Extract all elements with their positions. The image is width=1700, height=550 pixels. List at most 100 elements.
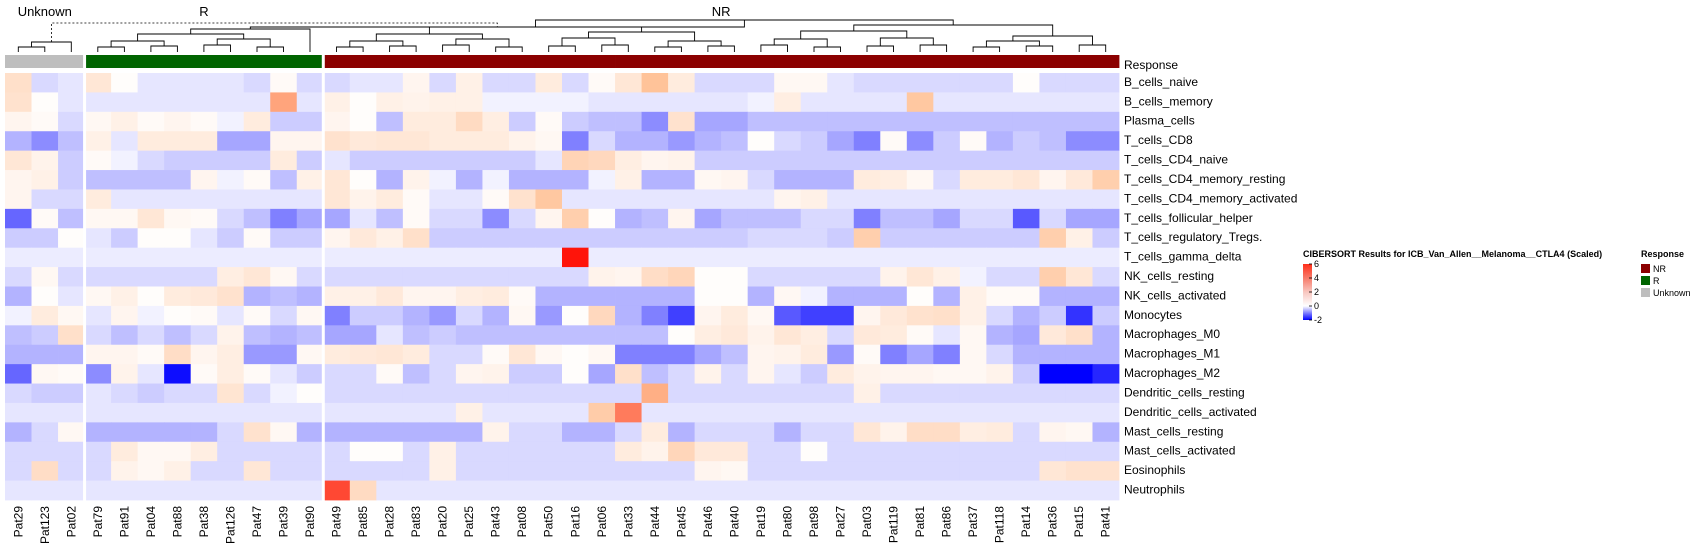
heatmap-cell	[5, 170, 32, 190]
heatmap-cell	[1065, 247, 1093, 268]
row-label: NK_cells_activated	[1124, 288, 1226, 302]
heatmap-cell	[508, 247, 536, 268]
heatmap-cell	[31, 402, 59, 423]
heatmap-cell	[455, 305, 483, 326]
dendrogram-link	[853, 24, 1054, 36]
heatmap-cell	[959, 286, 987, 307]
heatmap-cell	[190, 131, 218, 152]
response-annotation-cell	[270, 55, 298, 68]
heatmap-cell	[1092, 73, 1120, 93]
heatmap-cell	[296, 461, 324, 481]
heatmap-cell	[84, 480, 112, 501]
heatmap-cell	[349, 480, 377, 501]
heatmap-cell	[270, 422, 298, 443]
heatmap-cell	[296, 422, 324, 443]
heatmap-cell	[1065, 189, 1093, 210]
heatmap-cell	[58, 150, 85, 171]
heatmap-cell	[774, 189, 802, 210]
response-legend-label: Unknown	[1653, 288, 1691, 298]
heatmap-cell	[164, 131, 192, 152]
heatmap-cell	[270, 111, 298, 132]
heatmap-cell	[615, 150, 642, 171]
heatmap-cell	[615, 170, 642, 190]
heatmap-cell	[986, 150, 1014, 171]
heatmap-cell	[959, 480, 987, 501]
dendrogram-link	[773, 38, 828, 47]
heatmap-cell	[190, 267, 218, 287]
column-label: Pat43	[489, 506, 503, 538]
heatmap-cell	[668, 111, 696, 132]
heatmap-cell	[243, 228, 271, 249]
response-annotation-cell	[827, 55, 855, 68]
heatmap-cell	[455, 92, 483, 113]
heatmap-cell	[615, 208, 642, 229]
heatmap-cell	[58, 383, 85, 404]
heatmap-cell	[349, 422, 377, 443]
heatmap-cell	[243, 364, 271, 384]
heatmap-cell	[906, 422, 934, 443]
heatmap-cell	[270, 170, 298, 190]
response-annotation-cell	[349, 55, 377, 68]
heatmap-cell	[137, 422, 165, 443]
heatmap-cell	[482, 73, 510, 93]
heatmap-cell	[694, 461, 722, 481]
heatmap-cell	[402, 131, 430, 152]
heatmap-cell	[349, 247, 377, 268]
response-annotation-cell	[562, 55, 589, 68]
heatmap-cell	[880, 344, 908, 365]
heatmap-cell	[349, 73, 377, 93]
heatmap-cell	[1039, 73, 1067, 93]
heatmap-cell	[402, 150, 430, 171]
response-legend-swatch	[1641, 264, 1650, 273]
heatmap-cell	[906, 208, 934, 229]
heatmap-cell	[986, 170, 1014, 190]
dendrogram-link	[442, 44, 470, 52]
column-label: Pat39	[277, 506, 291, 538]
heatmap-cell	[482, 150, 510, 171]
heatmap-cell	[217, 402, 245, 423]
heatmap-cell	[721, 189, 749, 210]
row-label: Eosinophils	[1124, 463, 1185, 477]
scale-tick-label: 4	[1314, 273, 1319, 283]
heatmap-cell	[1012, 247, 1040, 268]
heatmap-cell	[933, 325, 961, 346]
heatmap-cell	[880, 286, 908, 307]
heatmap-cell	[429, 150, 457, 171]
heatmap-cell	[84, 111, 112, 132]
heatmap-cell	[562, 208, 589, 229]
heatmap-cell	[906, 325, 934, 346]
heatmap-cell	[376, 402, 404, 423]
heatmap-cell	[164, 150, 192, 171]
heatmap-cell	[217, 305, 245, 326]
heatmap-cell	[588, 131, 616, 152]
heatmap-cell	[906, 344, 934, 365]
heatmap-cell	[31, 267, 59, 287]
scale-tick-label: 2	[1314, 287, 1319, 297]
column-label: Pat46	[701, 506, 715, 538]
heatmap-cell	[588, 111, 616, 132]
heatmap-cell	[402, 422, 430, 443]
row-label: Mast_cells_activated	[1124, 444, 1235, 458]
heatmap-cell	[164, 383, 192, 404]
heatmap-cell	[588, 461, 616, 481]
heatmap-cell	[721, 325, 749, 346]
heatmap-cell	[906, 461, 934, 481]
heatmap-cell	[137, 461, 165, 481]
heatmap-cell	[641, 189, 669, 210]
heatmap-cell	[137, 383, 165, 404]
heatmap-cell	[84, 364, 112, 384]
heatmap-cell	[933, 402, 961, 423]
heatmap-cell	[111, 208, 139, 229]
heatmap-cell	[455, 325, 483, 346]
heatmap-cell	[376, 383, 404, 404]
heatmap-cell	[747, 189, 775, 210]
heatmap-cell	[906, 247, 934, 268]
heatmap-cell	[535, 305, 563, 326]
heatmap-cell	[455, 170, 483, 190]
heatmap-cell	[1039, 267, 1067, 287]
heatmap-cell	[1012, 286, 1040, 307]
heatmap-cell	[615, 111, 642, 132]
heatmap-cell	[668, 364, 696, 384]
heatmap-cell	[137, 325, 165, 346]
heatmap-cell	[1012, 325, 1040, 346]
